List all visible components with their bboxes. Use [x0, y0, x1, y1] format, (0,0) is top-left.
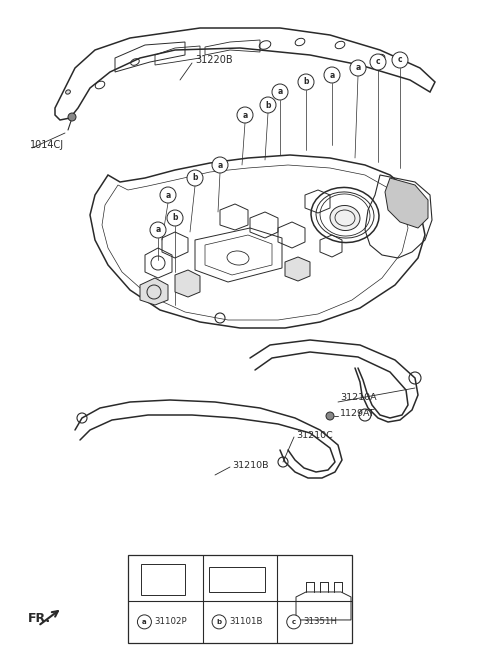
Circle shape [237, 107, 253, 123]
Text: c: c [376, 57, 380, 67]
Polygon shape [175, 270, 200, 297]
Text: a: a [142, 619, 147, 625]
Text: 1014CJ: 1014CJ [30, 140, 64, 150]
Text: 31210B: 31210B [232, 460, 268, 470]
Bar [128, 555, 352, 643]
Circle shape [298, 74, 314, 90]
Polygon shape [285, 257, 310, 281]
Text: 31210C: 31210C [296, 430, 333, 440]
Text: 31210A: 31210A [340, 394, 377, 402]
Circle shape [350, 60, 366, 76]
Text: a: a [156, 226, 161, 234]
Circle shape [326, 412, 334, 420]
Circle shape [392, 52, 408, 68]
Text: a: a [329, 71, 335, 79]
Bar [142, 564, 185, 595]
Text: a: a [355, 63, 360, 73]
Text: a: a [217, 161, 223, 170]
Text: 1129AT: 1129AT [340, 410, 375, 418]
Circle shape [260, 97, 276, 113]
Text: b: b [303, 77, 309, 87]
Text: b: b [265, 101, 271, 109]
Circle shape [150, 222, 166, 238]
Text: c: c [398, 55, 402, 65]
Circle shape [212, 615, 226, 629]
Text: 31220B: 31220B [195, 55, 233, 65]
Text: 31351H: 31351H [304, 617, 338, 627]
Text: a: a [166, 190, 170, 200]
Circle shape [167, 210, 183, 226]
Text: b: b [192, 174, 198, 182]
Circle shape [160, 187, 176, 203]
Circle shape [272, 84, 288, 100]
Circle shape [187, 170, 203, 186]
Circle shape [68, 113, 76, 121]
Polygon shape [140, 278, 168, 305]
Ellipse shape [66, 90, 71, 94]
Text: b: b [172, 214, 178, 222]
Text: a: a [277, 87, 283, 97]
Circle shape [287, 615, 301, 629]
Circle shape [137, 615, 151, 629]
Text: FR.: FR. [28, 611, 51, 625]
Text: 31101B: 31101B [229, 617, 263, 627]
Circle shape [324, 67, 340, 83]
Circle shape [212, 157, 228, 173]
Ellipse shape [330, 206, 360, 230]
Text: a: a [242, 111, 248, 119]
Bar [209, 567, 265, 592]
Text: b: b [216, 619, 222, 625]
Text: c: c [292, 619, 296, 625]
Polygon shape [385, 178, 428, 228]
Text: 31102P: 31102P [155, 617, 187, 627]
Circle shape [370, 54, 386, 70]
